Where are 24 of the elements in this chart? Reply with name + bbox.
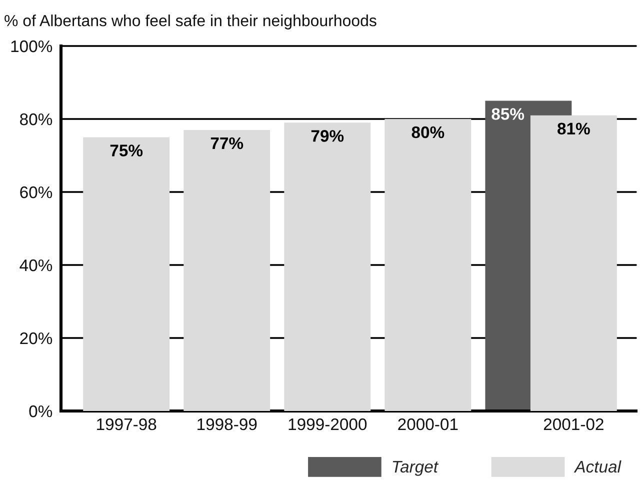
bar <box>284 122 371 411</box>
data-label: 85% <box>492 108 524 120</box>
bar <box>184 130 270 411</box>
x-tick-label: 1998-99 <box>198 418 257 430</box>
data-label: 75% <box>110 144 143 156</box>
x-tick-label: 2001-02 <box>544 418 604 430</box>
legend-label: Actual <box>574 460 622 473</box>
chart-title: % of Albertans who feel safe in their neighbourhoods <box>4 14 376 30</box>
data-label: 81% <box>558 122 590 135</box>
y-tick-label: 20% <box>20 332 52 344</box>
y-tick-label: 80% <box>20 113 52 126</box>
data-label: 77% <box>210 137 244 150</box>
x-tick-label: 2000-01 <box>398 418 458 430</box>
x-tick-label: 1999-2000 <box>288 418 367 430</box>
data-label: 80% <box>412 126 444 138</box>
y-tick-label: 60% <box>20 186 52 198</box>
bar <box>83 137 170 411</box>
data-label: 79% <box>311 130 344 142</box>
bar <box>384 119 472 411</box>
x-tick-label: 1997-98 <box>97 418 156 430</box>
y-tick-label: 100% <box>11 40 52 52</box>
y-tick-label: 0% <box>29 405 52 418</box>
legend-label: Target <box>392 460 439 476</box>
y-tick-label: 40% <box>20 259 52 272</box>
